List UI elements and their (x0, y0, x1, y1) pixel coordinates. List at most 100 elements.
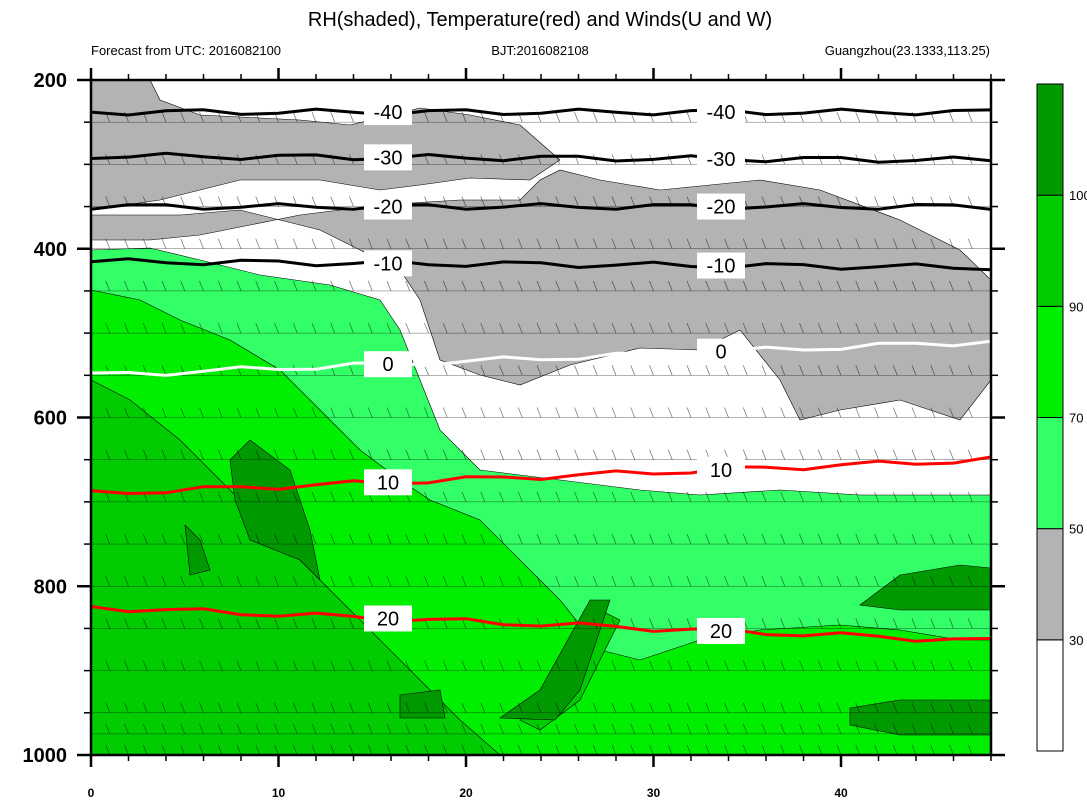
wind-barb (442, 449, 448, 460)
wind-barb (817, 576, 823, 587)
wind-barb (442, 723, 448, 735)
wind-barb (874, 238, 879, 249)
valid-time-label: BJT:2016082108 (491, 43, 589, 58)
wind-barb (461, 407, 467, 418)
wind-barb (667, 576, 673, 587)
wind-barb (161, 238, 167, 249)
wind-barb (180, 280, 186, 292)
wind-barb (574, 112, 579, 123)
wind-barb (930, 365, 936, 376)
wind-barb (367, 449, 373, 460)
wind-barb (911, 702, 917, 713)
wind-barb (517, 238, 523, 249)
wind-barb (799, 491, 804, 503)
wind-barb (424, 723, 429, 735)
wind-barb (836, 576, 842, 587)
wind-barb (461, 533, 467, 545)
wind-barb (967, 112, 973, 123)
wind-barb (536, 365, 542, 376)
wind-barb (405, 280, 411, 292)
wind-barb (742, 660, 748, 671)
wind-barb (724, 533, 729, 545)
wind-barb (686, 723, 692, 735)
colorbar-swatch (1036, 83, 1064, 196)
wind-barb (930, 533, 936, 545)
wind-barb (442, 744, 448, 755)
wind-barb (967, 280, 973, 292)
wind-barb (649, 660, 654, 671)
wind-barb (424, 407, 429, 418)
wind-barb (349, 702, 354, 713)
contour-label-box (364, 351, 412, 378)
wind-barb (596, 80, 598, 81)
wind-barb (184, 80, 185, 81)
wind-barb (517, 533, 523, 545)
wind-barb (124, 407, 129, 418)
wind-barb (686, 407, 692, 418)
wind-barb (686, 660, 692, 671)
wind-barb (142, 576, 148, 587)
wind-barb (236, 322, 242, 334)
wind-barb (705, 660, 711, 671)
wind-barb (949, 702, 954, 713)
wind-barb (480, 702, 486, 713)
wind-barb (667, 533, 673, 545)
wind-barb (649, 365, 654, 376)
wind-barb (142, 660, 148, 671)
wind-barb (949, 280, 954, 292)
temperature-contours: -40 -40 -30 -30 -20 -20 -10 -10 0 0 10 10 20 20 (91, 99, 991, 644)
wind-barb (311, 618, 317, 629)
wind-barb (949, 112, 954, 123)
wind-barb (630, 660, 636, 671)
wind-barb (311, 322, 317, 334)
wind-barb (405, 660, 411, 671)
wind-barb (799, 576, 804, 587)
wind-barb (461, 491, 467, 503)
wind-barb (574, 322, 579, 334)
wind-barb (574, 238, 579, 249)
wind-barb (930, 660, 936, 671)
wind-barb (105, 322, 111, 334)
wind-barb (967, 449, 973, 460)
wind-barb (517, 702, 523, 713)
wind-barb (461, 660, 467, 671)
wind-barb (967, 365, 973, 376)
wind-barb (217, 723, 223, 735)
wind-barb (592, 533, 598, 545)
wind-barb (817, 744, 823, 755)
wind-barb (761, 491, 767, 503)
wind-barb (480, 365, 486, 376)
wind-barb (180, 618, 186, 629)
wind-barb (255, 238, 261, 249)
wind-barb (855, 491, 861, 503)
wind-barb (574, 533, 579, 545)
wind-barb (611, 322, 617, 334)
wind-barb (424, 449, 429, 460)
wind-barb (461, 322, 467, 334)
wind-barb (349, 196, 354, 207)
wind-barb (517, 280, 523, 292)
wind-barb (311, 660, 317, 671)
wind-barb (709, 80, 710, 81)
wind-barb (649, 322, 654, 334)
wind-barb (442, 407, 448, 418)
wind-barb (667, 618, 673, 629)
wind-barb (255, 576, 261, 587)
wind-barb (667, 322, 673, 334)
wind-barb (892, 449, 898, 460)
wind-barb (330, 702, 336, 713)
wind-barb (274, 576, 279, 587)
wind-barb (180, 112, 186, 123)
temperature-contour (91, 257, 991, 272)
wind-barb (105, 196, 111, 207)
wind-barb (949, 491, 954, 503)
wind-barb (649, 407, 654, 418)
wind-barb (799, 533, 804, 545)
wind-barb (686, 449, 692, 460)
wind-barb (311, 280, 317, 292)
wind-barb (724, 491, 729, 503)
contour-label-box (364, 605, 412, 632)
wind-barb (911, 407, 917, 418)
wind-barb (424, 491, 429, 503)
colorbar-swatch (1036, 417, 1064, 530)
